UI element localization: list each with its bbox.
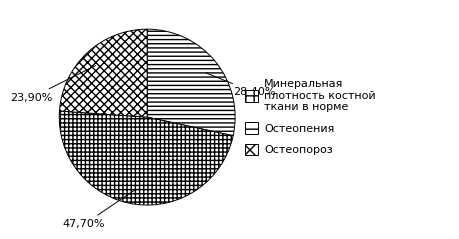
Wedge shape [147, 29, 235, 136]
Text: 28,40%: 28,40% [206, 73, 275, 98]
Wedge shape [59, 29, 147, 117]
Text: 47,70%: 47,70% [62, 190, 134, 229]
Text: 23,90%: 23,90% [10, 66, 95, 103]
Wedge shape [59, 111, 233, 205]
Legend: Минеральная
плотность костной
ткани в норме, Остеопения, Остеопороз: Минеральная плотность костной ткани в но… [245, 79, 375, 155]
